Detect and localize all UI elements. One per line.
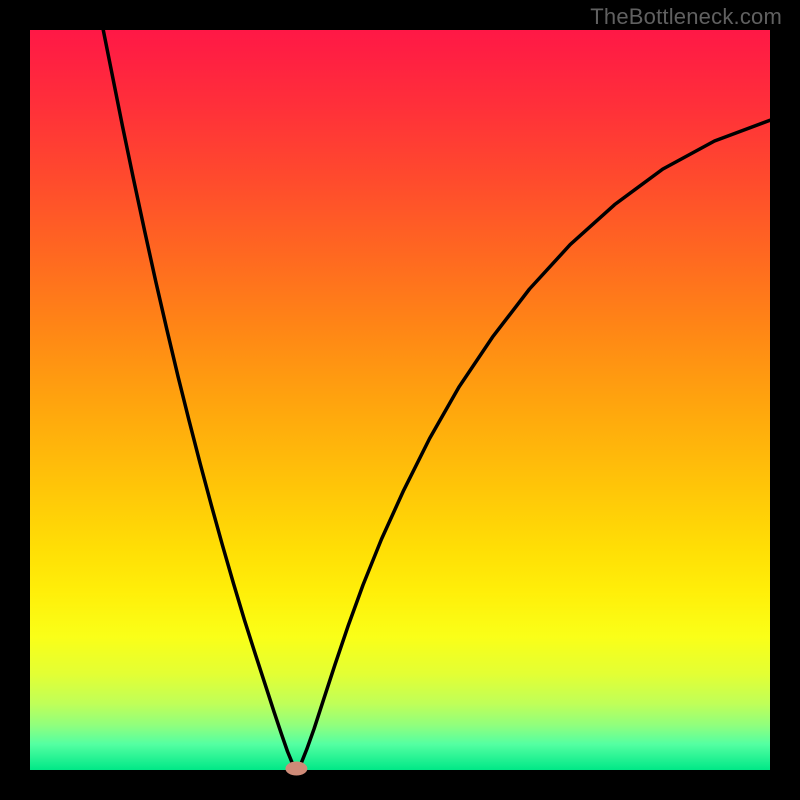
watermark-text: TheBottleneck.com <box>590 4 782 30</box>
bottleneck-chart <box>0 0 800 800</box>
plot-background <box>30 30 770 770</box>
chart-svg <box>0 0 800 800</box>
minimum-marker <box>285 762 307 776</box>
